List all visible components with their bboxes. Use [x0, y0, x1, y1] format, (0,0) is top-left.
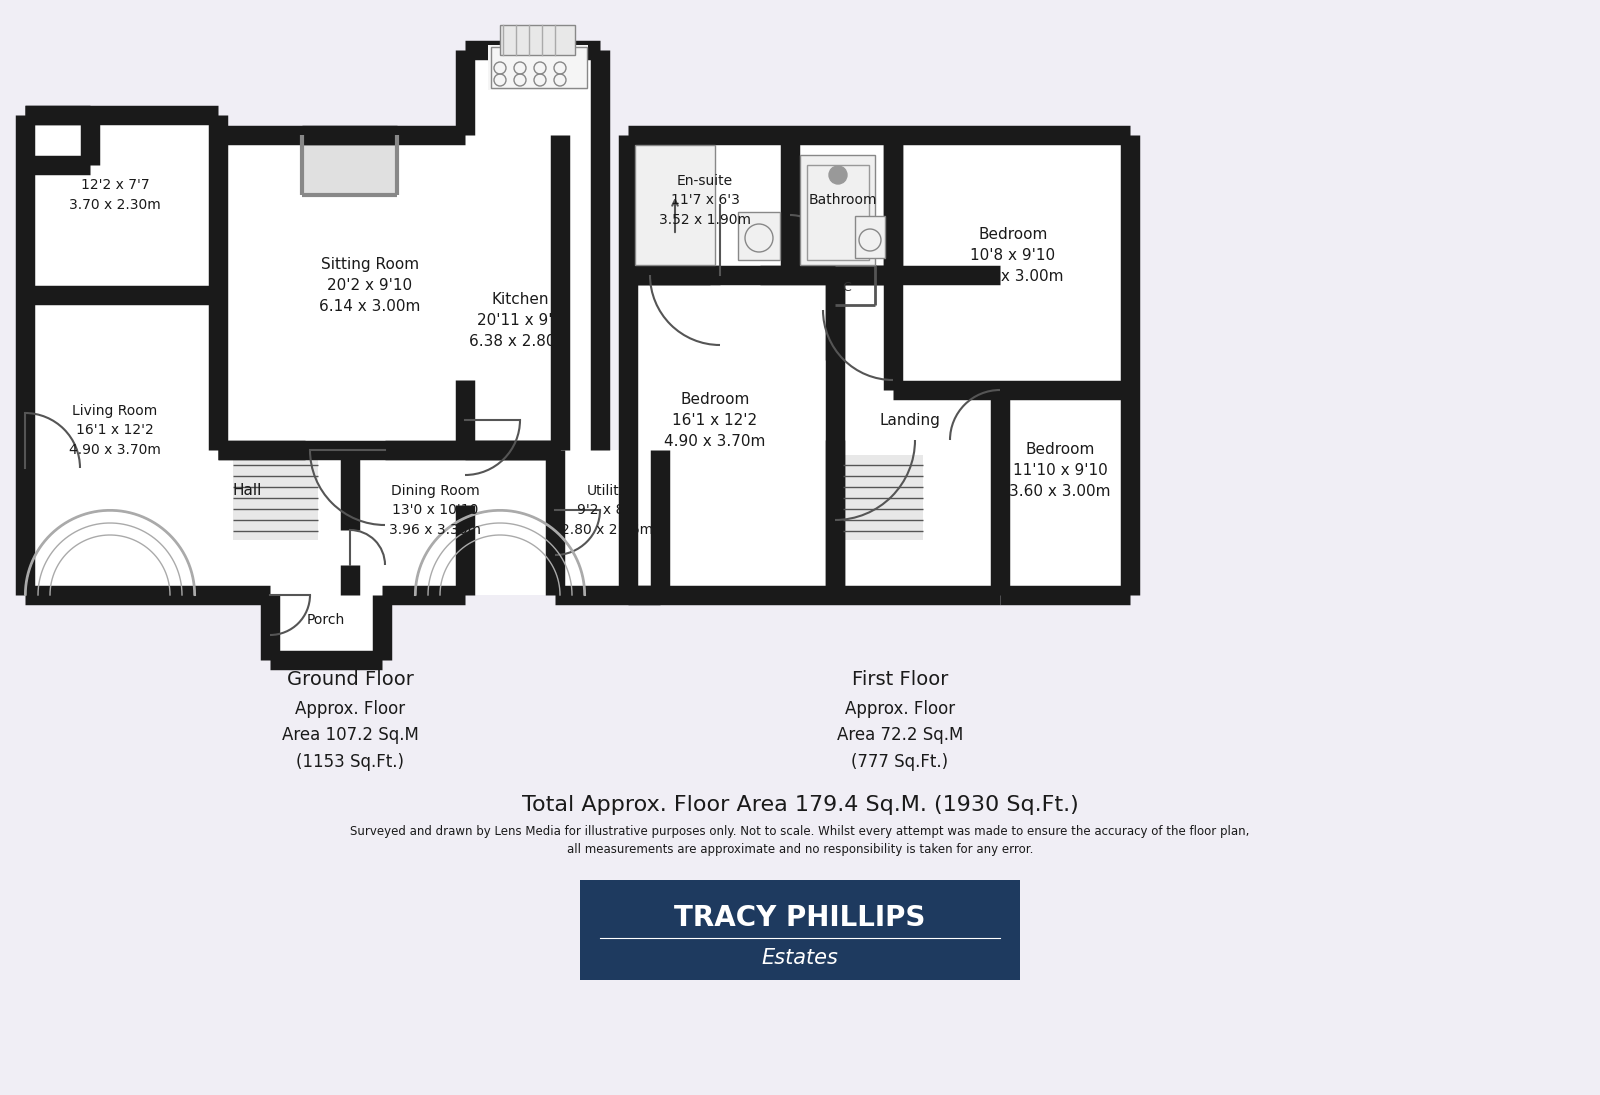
Bar [491, 47, 587, 88]
Bar [893, 135, 1130, 390]
Bar [466, 50, 600, 450]
Text: Sitting Room
20'2 x 9'10
6.14 x 3.00m: Sitting Room 20'2 x 9'10 6.14 x 3.00m [320, 256, 421, 313]
Text: En-suite
11'7 x 6'3
3.52 x 1.90m: En-suite 11'7 x 6'3 3.52 x 1.90m [659, 173, 750, 227]
Bar [629, 275, 835, 595]
Text: Hall: Hall [232, 483, 262, 497]
Text: Living Room
16'1 x 12'2
4.90 x 3.70m: Living Room 16'1 x 12'2 4.90 x 3.70m [69, 403, 162, 457]
Bar [302, 135, 397, 195]
Text: Bedroom
16'1 x 12'2
4.90 x 3.70m: Bedroom 16'1 x 12'2 4.90 x 3.70m [664, 392, 766, 449]
Text: Total Approx. Floor Area 179.4 Sq.M. (1930 Sq.Ft.): Total Approx. Floor Area 179.4 Sq.M. (19… [522, 795, 1078, 815]
Bar [234, 456, 318, 540]
Bar [26, 295, 218, 595]
Text: Kitchen
20'11 x 9'2
6.38 x 2.80m: Kitchen 20'11 x 9'2 6.38 x 2.80m [469, 291, 571, 348]
Bar [635, 145, 715, 265]
Circle shape [829, 166, 846, 184]
Text: Surveyed and drawn by Lens Media for illustrative purposes only. Not to scale. W: Surveyed and drawn by Lens Media for ill… [350, 825, 1250, 855]
Text: Bathroom: Bathroom [808, 193, 877, 207]
Bar [581, 880, 1021, 980]
Bar [806, 165, 869, 260]
Text: Estates: Estates [762, 948, 838, 968]
Bar [790, 135, 893, 275]
Bar [835, 265, 875, 306]
Bar [835, 275, 1000, 595]
Text: 12'2 x 7'7
3.70 x 2.30m: 12'2 x 7'7 3.70 x 2.30m [69, 178, 162, 211]
Bar [218, 450, 350, 595]
Text: Utility
9'2 x 8'9
2.80 x 2.66m: Utility 9'2 x 8'9 2.80 x 2.66m [562, 484, 653, 537]
Bar [350, 450, 555, 595]
Bar [843, 456, 923, 540]
Bar [26, 115, 218, 295]
Bar [488, 45, 589, 90]
Bar [218, 135, 560, 450]
Bar [1000, 390, 1130, 595]
Bar [555, 450, 661, 595]
Text: TRACY PHILLIPS: TRACY PHILLIPS [674, 904, 926, 932]
Text: Bedroom
11'10 x 9'10
3.60 x 3.00m: Bedroom 11'10 x 9'10 3.60 x 3.00m [1010, 441, 1110, 498]
Text: Porch: Porch [307, 613, 346, 627]
Text: Dining Room
13'0 x 10'10
3.96 x 3.30m: Dining Room 13'0 x 10'10 3.96 x 3.30m [389, 484, 482, 537]
Text: First Floor: First Floor [851, 670, 949, 689]
Bar [501, 25, 574, 55]
Bar [854, 216, 885, 258]
Text: Landing: Landing [880, 413, 941, 427]
Bar [629, 135, 790, 275]
Text: Ground Floor: Ground Floor [286, 670, 413, 689]
Text: Approx. Floor
Area 72.2 Sq.M
(777 Sq.Ft.): Approx. Floor Area 72.2 Sq.M (777 Sq.Ft.… [837, 700, 963, 771]
Text: C: C [843, 280, 851, 293]
Text: Approx. Floor
Area 107.2 Sq.M
(1153 Sq.Ft.): Approx. Floor Area 107.2 Sq.M (1153 Sq.F… [282, 700, 419, 771]
Text: Bedroom
10'8 x 9'10
3.26 x 3.00m: Bedroom 10'8 x 9'10 3.26 x 3.00m [962, 227, 1064, 284]
Bar [738, 212, 781, 260]
Bar [270, 580, 382, 660]
Bar [800, 155, 875, 265]
